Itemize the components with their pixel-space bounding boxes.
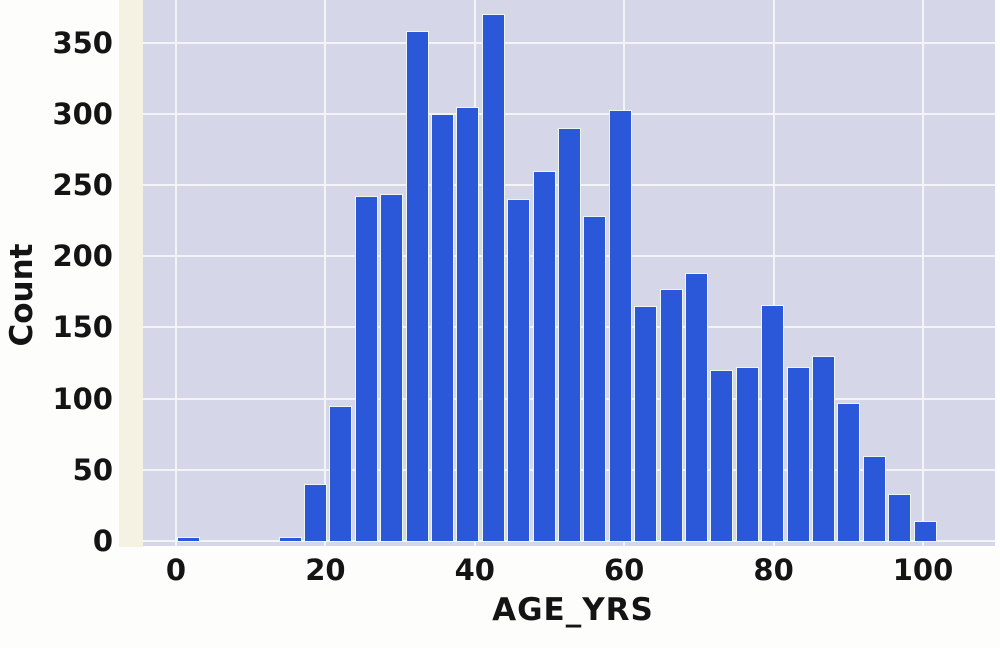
y-tick-label-150: 150 xyxy=(52,310,113,345)
histogram-bar xyxy=(761,304,785,541)
y-tick-label-50: 50 xyxy=(72,452,113,487)
histogram-bar xyxy=(888,494,912,541)
gridline-x-0 xyxy=(175,0,177,546)
histogram-bar xyxy=(557,128,581,541)
histogram-bar xyxy=(913,521,937,541)
histogram-bar xyxy=(405,31,429,541)
figure-edge-strip xyxy=(119,0,144,547)
histogram-bar xyxy=(684,273,708,541)
x-tick-label-60: 60 xyxy=(604,553,645,587)
x-axis-title: AGE_YRS xyxy=(492,592,654,628)
histogram-bar xyxy=(380,193,404,541)
histogram-bar xyxy=(811,355,835,541)
histogram-bar xyxy=(608,109,632,541)
x-tick-label-0: 0 xyxy=(165,553,187,587)
gridline-y-350 xyxy=(143,41,995,44)
y-tick-label-100: 100 xyxy=(52,381,113,416)
gridline-x-100 xyxy=(922,0,924,546)
histogram-bar xyxy=(659,289,683,541)
plot-area xyxy=(143,0,995,546)
histogram-bar xyxy=(862,455,886,541)
x-tick-label-100: 100 xyxy=(892,553,954,587)
y-tick-label-250: 250 xyxy=(52,168,113,203)
histogram-bar xyxy=(303,484,327,541)
histogram-bar xyxy=(532,170,556,541)
y-tick-label-0: 0 xyxy=(92,524,113,558)
histogram-bar xyxy=(456,106,480,541)
histogram-bar xyxy=(278,536,302,541)
histogram-bar xyxy=(786,367,810,541)
x-tick-label-40: 40 xyxy=(454,553,495,587)
histogram-bar xyxy=(329,405,353,541)
histogram-bar xyxy=(583,216,607,541)
histogram-bar xyxy=(177,536,200,541)
histogram-bar xyxy=(837,402,861,541)
histogram-bar xyxy=(710,370,734,541)
histogram-bar xyxy=(634,306,658,541)
histogram-bar xyxy=(507,199,531,541)
histogram-bar xyxy=(735,367,759,541)
x-tick-label-80: 80 xyxy=(753,553,794,587)
histogram-bar xyxy=(354,196,378,541)
gridline-x-80 xyxy=(772,0,775,546)
gridline-y-0 xyxy=(143,540,995,542)
gridline-x-20 xyxy=(324,0,327,546)
y-tick-label-350: 350 xyxy=(52,25,113,60)
histogram-bar xyxy=(481,14,505,541)
y-axis-title: Count xyxy=(4,243,40,347)
y-tick-label-200: 200 xyxy=(52,239,113,274)
histogram-bar xyxy=(430,113,454,541)
gridline-y-300 xyxy=(143,112,995,115)
y-tick-label-300: 300 xyxy=(52,96,113,131)
x-tick-label-20: 20 xyxy=(305,553,346,587)
